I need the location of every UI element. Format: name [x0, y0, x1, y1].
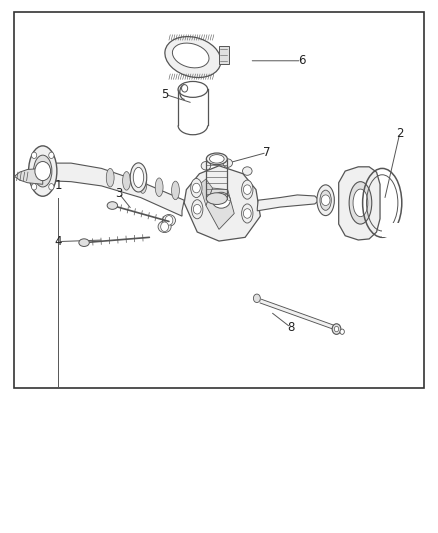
Ellipse shape	[206, 153, 227, 165]
Ellipse shape	[349, 182, 372, 224]
Circle shape	[165, 216, 173, 225]
Polygon shape	[382, 223, 402, 237]
Ellipse shape	[212, 156, 222, 165]
Circle shape	[321, 195, 330, 206]
Circle shape	[193, 205, 201, 214]
Text: 3: 3	[115, 187, 123, 200]
Circle shape	[49, 152, 54, 158]
Ellipse shape	[201, 161, 211, 170]
Polygon shape	[199, 179, 212, 206]
Ellipse shape	[223, 159, 233, 167]
Polygon shape	[206, 188, 234, 229]
Ellipse shape	[209, 155, 224, 163]
Ellipse shape	[28, 146, 57, 196]
Ellipse shape	[123, 172, 131, 190]
Ellipse shape	[320, 190, 331, 211]
Ellipse shape	[173, 43, 209, 68]
Ellipse shape	[191, 179, 202, 198]
Ellipse shape	[243, 167, 252, 175]
Circle shape	[340, 329, 344, 334]
Text: 8: 8	[287, 321, 294, 334]
Circle shape	[182, 85, 187, 92]
Polygon shape	[257, 195, 319, 211]
Circle shape	[244, 185, 251, 195]
Ellipse shape	[162, 215, 176, 226]
Circle shape	[32, 152, 37, 158]
Text: 7: 7	[263, 146, 271, 159]
Ellipse shape	[242, 180, 253, 199]
Circle shape	[192, 183, 200, 193]
Text: 5: 5	[161, 87, 168, 101]
Ellipse shape	[106, 168, 114, 187]
Polygon shape	[14, 168, 43, 184]
Bar	[14, 12, 424, 389]
Ellipse shape	[206, 193, 227, 205]
FancyBboxPatch shape	[219, 46, 229, 64]
Ellipse shape	[130, 163, 147, 192]
Ellipse shape	[133, 167, 144, 188]
Ellipse shape	[353, 189, 368, 216]
Text: 6: 6	[298, 54, 305, 67]
Circle shape	[253, 294, 260, 303]
Ellipse shape	[79, 239, 89, 246]
Circle shape	[32, 184, 37, 190]
Ellipse shape	[178, 82, 208, 98]
Circle shape	[334, 326, 339, 332]
Ellipse shape	[172, 181, 180, 200]
Ellipse shape	[158, 221, 171, 232]
Ellipse shape	[155, 178, 163, 197]
Ellipse shape	[242, 204, 253, 223]
Polygon shape	[339, 167, 380, 240]
Ellipse shape	[317, 185, 334, 216]
Circle shape	[35, 161, 50, 181]
Polygon shape	[41, 163, 184, 216]
Polygon shape	[184, 166, 260, 241]
Ellipse shape	[165, 37, 221, 77]
Ellipse shape	[191, 200, 203, 219]
Ellipse shape	[139, 175, 147, 193]
Circle shape	[244, 209, 251, 218]
Ellipse shape	[34, 155, 52, 187]
Text: 1: 1	[54, 179, 62, 192]
Text: 2: 2	[396, 127, 403, 140]
Circle shape	[49, 184, 54, 190]
Text: 4: 4	[54, 235, 62, 248]
Ellipse shape	[107, 201, 117, 209]
Circle shape	[161, 222, 169, 231]
Ellipse shape	[212, 192, 230, 208]
Circle shape	[332, 324, 341, 334]
